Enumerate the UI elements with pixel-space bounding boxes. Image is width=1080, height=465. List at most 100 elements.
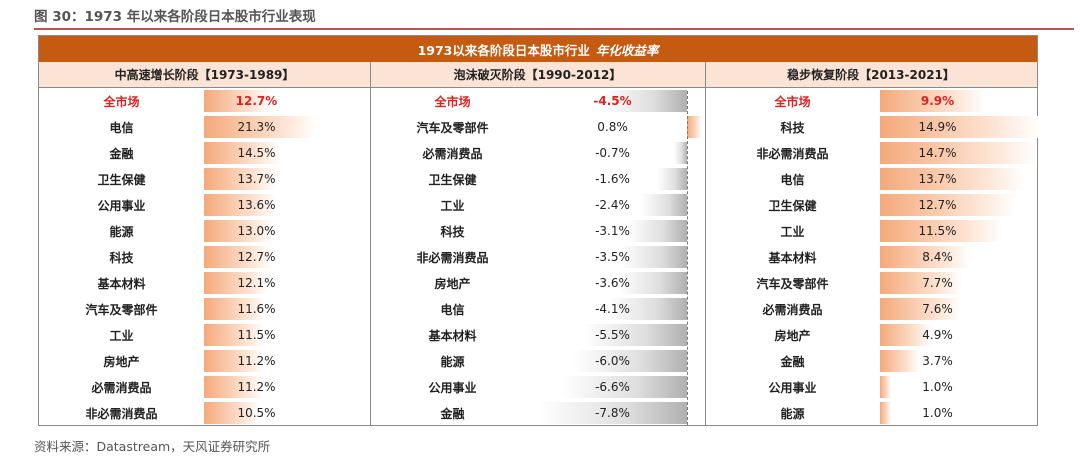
sector-name: 汽车及零部件 — [85, 302, 158, 317]
sector-name: 工业 — [780, 224, 805, 239]
value-bar — [204, 90, 271, 112]
title-rule — [34, 28, 1074, 30]
sector-name: 房地产 — [774, 328, 811, 343]
table-row: 金融 -7.8% — [370, 400, 705, 426]
value-bar — [204, 246, 271, 268]
value-bar — [880, 116, 1039, 138]
table-row: 基本材料 -5.5% — [370, 322, 705, 348]
table-row: 房地产 4.9% — [705, 322, 1037, 348]
value-bar — [582, 324, 687, 346]
value-bar — [880, 402, 891, 424]
sector-name: 工业 — [109, 328, 134, 343]
value-label: 12.1% — [237, 276, 276, 290]
panel-1: 中高速增长阶段【1973-1989】 全市场 12.7% 电信 21.3% 金融 14.5%… — [39, 62, 370, 425]
value-label: 4.9% — [922, 328, 953, 342]
sector-name: 卫生保健 — [428, 172, 477, 187]
sector-name: 科技 — [780, 120, 805, 135]
value-label: -2.4% — [595, 198, 630, 212]
value-bar — [628, 220, 687, 242]
table-row: 卫生保健 12.7% — [705, 192, 1037, 218]
value-label: 12.7% — [918, 198, 957, 212]
table-row: 全市场 -4.5% — [370, 88, 705, 114]
value-bar — [880, 90, 986, 112]
value-bar — [601, 90, 687, 112]
value-label: 0.8% — [597, 120, 628, 134]
sector-name: 科技 — [109, 250, 134, 265]
panel-header: 泡沫破灭阶段【1990-2012】 — [370, 62, 705, 88]
value-bar — [538, 402, 687, 424]
value-label: -6.6% — [595, 380, 630, 394]
value-bar — [656, 168, 687, 190]
table-row: 基本材料 8.4% — [705, 244, 1037, 270]
value-label: 21.3% — [237, 120, 276, 134]
value-label: 1.0% — [922, 406, 953, 420]
value-label: 10.5% — [237, 406, 276, 420]
sector-name: 房地产 — [103, 354, 140, 369]
table-title: 1973以来各阶段日本股市行业 — [417, 42, 590, 58]
value-bar — [620, 246, 687, 268]
panel-header: 稳步恢复阶段【2013-2021】 — [705, 62, 1037, 88]
table-row: 电信 13.7% — [705, 166, 1037, 192]
sector-name: 非必需消费品 — [85, 406, 158, 421]
table-row: 工业 11.5% — [705, 218, 1037, 244]
table-row: 必需消费品 7.6% — [705, 296, 1037, 322]
table-row: 能源 -6.0% — [370, 348, 705, 374]
table-row: 公用事业 -6.6% — [370, 374, 705, 400]
value-label: 11.2% — [237, 354, 276, 368]
value-label: -3.6% — [595, 276, 630, 290]
table-row: 全市场 12.7% — [39, 88, 370, 114]
sector-name: 能源 — [780, 406, 805, 421]
value-bar — [204, 142, 281, 164]
sector-name: 公用事业 — [428, 380, 477, 395]
value-label: -4.5% — [593, 94, 632, 108]
sector-name: 必需消费品 — [762, 302, 823, 317]
sector-name: 金融 — [109, 146, 134, 161]
value-bar — [204, 402, 260, 424]
sector-name: 非必需消费品 — [416, 250, 489, 265]
table-row: 金融 14.5% — [39, 140, 370, 166]
sector-name: 金融 — [440, 406, 465, 421]
zero-axis-line — [687, 91, 688, 425]
sector-name: 公用事业 — [97, 198, 146, 213]
value-bar — [880, 194, 1016, 216]
performance-table: 1973以来各阶段日本股市行业 年化收益率 中高速增长阶段【1973-1989】… — [38, 35, 1039, 426]
sector-name: 工业 — [440, 198, 465, 213]
panel-3: 稳步恢复阶段【2013-2021】 全市场 9.9% 科技 14.9% 非必需消费品 14.… — [705, 62, 1039, 425]
sector-name: 汽车及零部件 — [416, 120, 489, 135]
sector-name: 电信 — [109, 120, 134, 135]
value-label: 13.6% — [237, 198, 276, 212]
panel-separator — [370, 62, 371, 425]
table-row: 非必需消费品 10.5% — [39, 400, 370, 426]
value-label: 9.9% — [920, 94, 955, 108]
table-row: 工业 -2.4% — [370, 192, 705, 218]
table-row: 工业 11.5% — [39, 322, 370, 348]
value-bar — [204, 220, 273, 242]
table-row: 汽车及零部件 11.6% — [39, 296, 370, 322]
value-label: 12.7% — [237, 250, 276, 264]
sector-name: 能源 — [109, 224, 134, 239]
table-row: 非必需消费品 14.7% — [705, 140, 1037, 166]
panel-separator — [705, 62, 706, 425]
value-label: 7.6% — [922, 302, 953, 316]
value-bar — [880, 298, 962, 320]
value-bar — [204, 272, 268, 294]
value-label: 11.2% — [237, 380, 276, 394]
value-label: -7.8% — [595, 406, 630, 420]
table-row: 全市场 9.9% — [705, 88, 1037, 114]
table-row: 科技 -3.1% — [370, 218, 705, 244]
value-bar — [880, 376, 891, 398]
value-bar — [687, 116, 703, 138]
value-bar — [204, 194, 276, 216]
value-label: -5.5% — [595, 328, 630, 342]
sector-name: 必需消费品 — [422, 146, 483, 161]
sector-name: 能源 — [440, 354, 465, 369]
sector-name: 基本材料 — [97, 276, 146, 291]
table-row: 能源 13.0% — [39, 218, 370, 244]
value-label: 11.5% — [918, 224, 957, 238]
value-bar — [204, 376, 263, 398]
value-label: 1.0% — [922, 380, 953, 394]
value-label: -1.6% — [595, 172, 630, 186]
sector-name: 全市场 — [103, 94, 140, 109]
value-label: 3.7% — [922, 354, 953, 368]
table-row: 科技 12.7% — [39, 244, 370, 270]
